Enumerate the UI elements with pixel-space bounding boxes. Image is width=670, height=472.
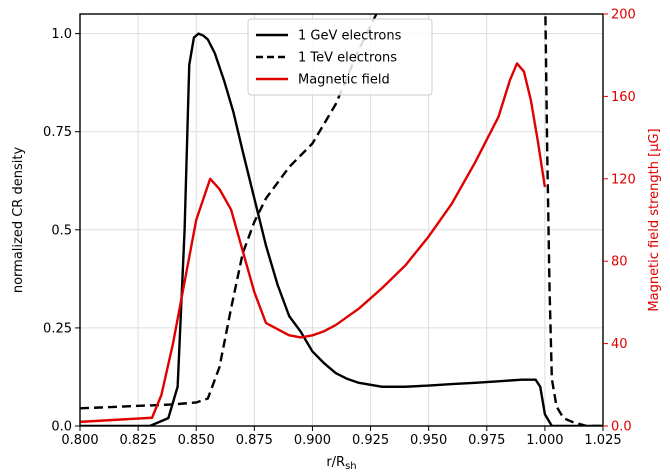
y-right-tick-label: 0.0 [611, 420, 632, 435]
y-right-tick-label: 80 [611, 255, 628, 270]
legend-box [247, 18, 433, 96]
y-axis-right-title: Magnetic field strength [μG] [647, 128, 662, 311]
legend: 1 GeV electrons 1 TeV electrons Magnetic f… [247, 18, 433, 96]
series-line-2 [80, 62, 547, 424]
y-right-tick-label: 40 [611, 337, 628, 352]
y-left-tick-label: 0.5 [51, 223, 72, 238]
series-line-0 [80, 32, 603, 426]
y-left-tick-label: 0.25 [43, 321, 72, 336]
x-tick-label: 0.950 [410, 433, 447, 448]
series-layer [80, 14, 603, 426]
x-axis-title-main: r/R [326, 455, 345, 470]
legend-label-1: 1 TeV electrons [298, 51, 397, 66]
y-right-tick-label: 120 [611, 172, 636, 187]
x-tick-label: 0.975 [468, 433, 505, 448]
y-left-tick-label: 0.75 [43, 125, 72, 140]
x-tick-label: 0.825 [120, 433, 157, 448]
x-tick-label: 1.025 [584, 433, 621, 448]
x-tick-label: 0.875 [236, 433, 273, 448]
ticks: 0.800 0.825 0.850 0.875 0.900 0.925 0.950 0.975… [43, 8, 636, 449]
y-right-tick-label: 160 [611, 90, 636, 105]
plot-frame [79, 13, 604, 427]
y-axis-left-title: normalized CR density [11, 147, 26, 294]
y-left-tick-label: 0.0 [51, 420, 72, 435]
y-right-tick-label: 200 [611, 8, 636, 23]
y-left-tick-label: 1.0 [51, 27, 72, 42]
x-tick-label: 1.000 [526, 433, 563, 448]
legend-label-0: 1 GeV electrons [298, 29, 402, 44]
series-line-1 [80, 14, 603, 426]
legend-label-2: Magnetic field [298, 73, 390, 88]
x-tick-label: 0.850 [178, 433, 215, 448]
x-axis-title: r/Rsh [326, 455, 356, 472]
x-axis-title-sub: sh [345, 461, 357, 472]
x-tick-label: 0.925 [352, 433, 389, 448]
x-tick-label: 0.800 [61, 433, 98, 448]
x-tick-label: 0.900 [294, 433, 331, 448]
